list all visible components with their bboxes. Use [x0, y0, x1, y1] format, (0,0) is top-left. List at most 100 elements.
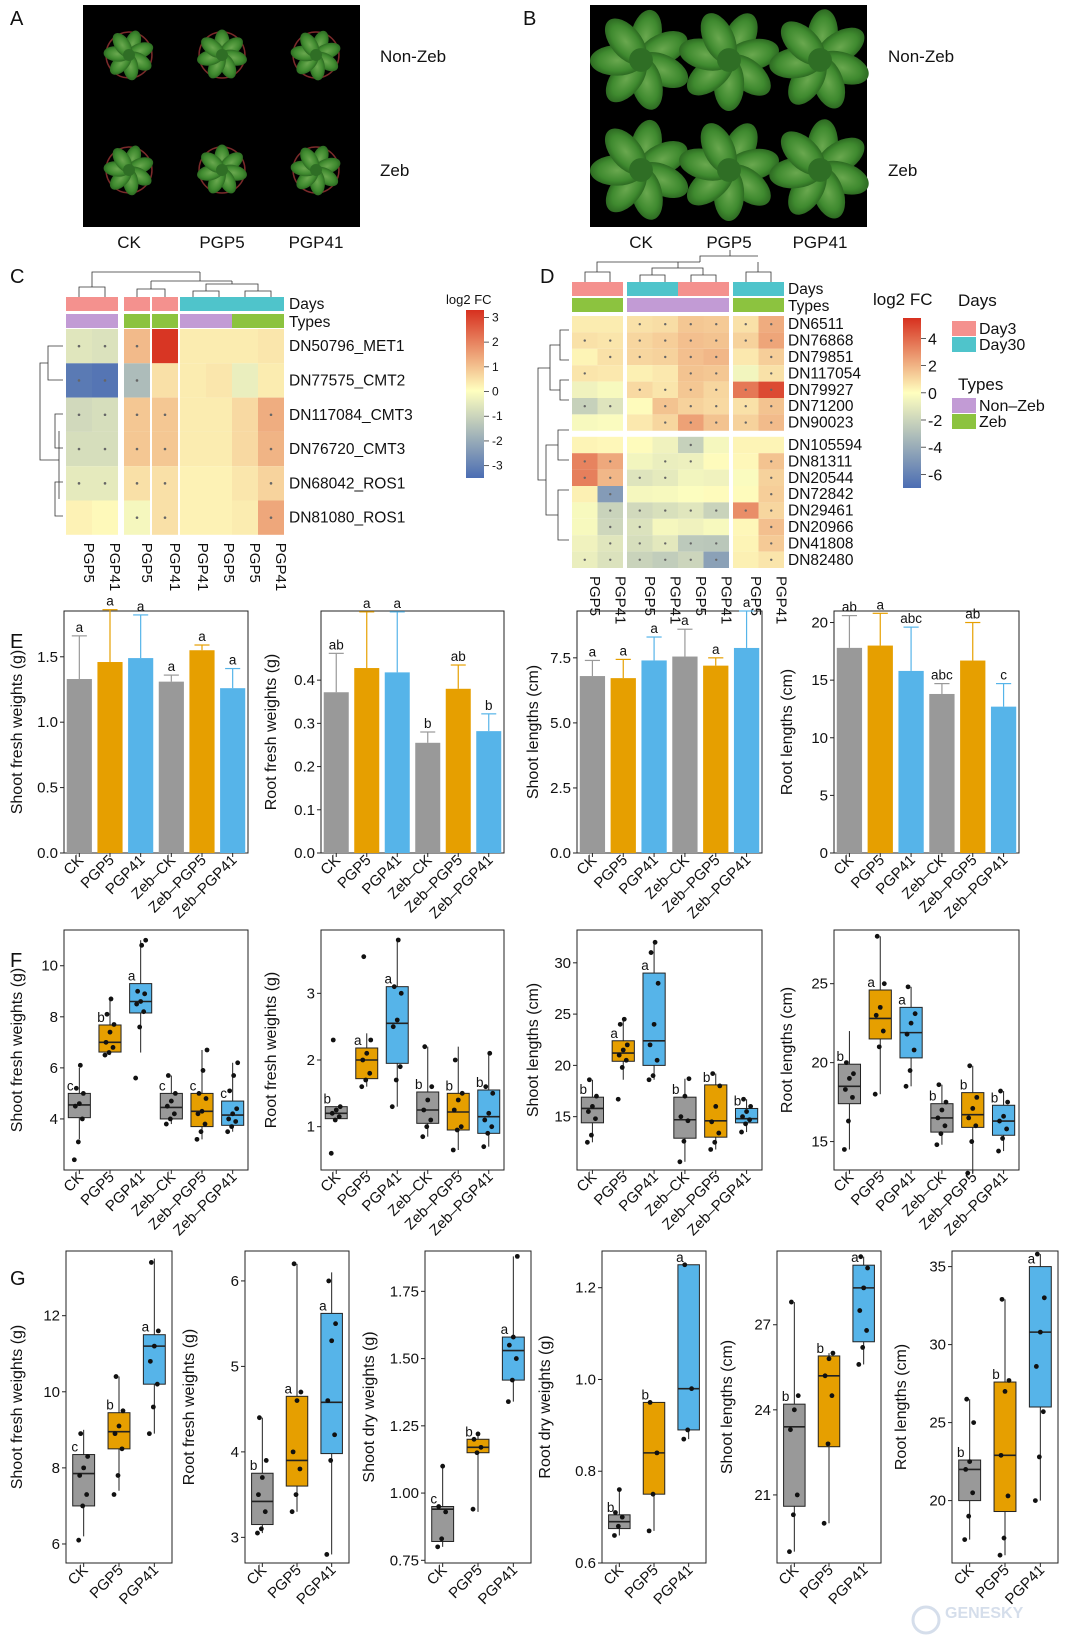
heatmap-cell: [627, 453, 653, 470]
days-track-cell: [597, 282, 623, 296]
significance-letter: a: [106, 594, 114, 609]
days-track-cell: [124, 297, 150, 311]
days-track-cell: [206, 297, 232, 311]
significance-letter: a: [363, 596, 371, 611]
heatmap-cell: [733, 486, 759, 503]
data-point: [821, 1520, 827, 1526]
significance-letter: a: [198, 629, 206, 644]
types-track-cell: [66, 314, 92, 328]
legend-zeb-swatch: [952, 414, 976, 429]
significance-letter: abc: [900, 611, 922, 626]
heatmap-cell: [572, 535, 598, 552]
y-tick-label: 0.4: [294, 672, 315, 689]
plant-center: [123, 49, 135, 61]
significance-letter: ab: [965, 607, 980, 622]
data-point: [398, 990, 404, 996]
y-tick-label: 6: [50, 1060, 58, 1077]
data-point: [646, 1077, 652, 1083]
gene-label: DN68042_ROS1: [289, 475, 405, 492]
y-tick-label: 0.1: [294, 802, 315, 819]
significance-letter: ab: [451, 649, 466, 664]
types-track-cell: [652, 298, 678, 312]
box: [993, 1381, 1017, 1513]
data-point: [328, 1150, 334, 1156]
column-label: PGP41: [611, 576, 628, 624]
heatmap-cell: [703, 436, 729, 454]
significance-letter: a: [681, 613, 689, 628]
column-label: PGP5: [586, 576, 603, 616]
y-tick-label: 1.75: [390, 1283, 419, 1300]
significance-letter: b: [446, 1078, 454, 1093]
colorbar-tick-label: -2: [928, 413, 942, 430]
significance-dot: [163, 447, 167, 451]
significance-letter: a: [385, 972, 393, 987]
gene-label: DN90023: [788, 415, 854, 432]
plant-center: [629, 48, 653, 72]
data-point: [963, 1467, 969, 1472]
significance-dot: [638, 542, 641, 545]
significance-dot: [583, 372, 586, 375]
legend-days-title: Days: [958, 291, 997, 310]
track-label-types: Types: [788, 298, 830, 315]
heatmap-cell: [572, 436, 598, 454]
data-point: [234, 1106, 240, 1112]
panel-letter-b: B: [523, 8, 536, 30]
data-point: [647, 1400, 653, 1405]
data-point: [969, 1139, 975, 1144]
bar: [867, 645, 893, 853]
data-point: [147, 1358, 153, 1364]
column-label: PGP5: [692, 576, 709, 616]
box: [704, 1084, 728, 1138]
significance-dot: [744, 323, 747, 326]
significance-dot: [77, 413, 81, 417]
column-label: PGP41: [666, 576, 683, 624]
types-track-cell: [92, 314, 118, 328]
plant-center: [310, 49, 322, 61]
heatmap-cell: [232, 431, 258, 467]
data-point: [332, 1432, 337, 1438]
y-tick-label: 8: [50, 1009, 58, 1026]
data-point: [474, 1450, 480, 1456]
data-point: [584, 1139, 590, 1145]
bar: [415, 742, 441, 853]
heatmap-cell: [66, 500, 92, 535]
data-point: [965, 1170, 971, 1176]
data-point: [685, 1427, 691, 1433]
significance-dot: [770, 493, 773, 496]
bar: [189, 650, 215, 853]
data-point: [151, 1343, 157, 1349]
heatmap-cell: [206, 329, 232, 364]
legend-day3-label: Day3: [979, 321, 1016, 338]
significance-dot: [715, 558, 718, 561]
y-tick-label: 15: [811, 672, 828, 689]
data-point: [79, 1116, 85, 1122]
significance-dot: [770, 525, 773, 529]
bar: [384, 672, 410, 853]
y-tick-label: 5: [231, 1358, 239, 1375]
plant-center: [629, 158, 653, 182]
significance-dot: [609, 525, 612, 529]
significance-dot: [583, 558, 586, 561]
data-point: [333, 1321, 338, 1327]
colorbar-tick-label: 1: [492, 360, 499, 374]
photo-a-col-label-pgp41: PGP41: [289, 233, 344, 252]
photo-panel-b: Non-Zeb Zeb CK PGP5 PGP41: [590, 5, 954, 252]
data-point: [489, 1124, 495, 1130]
data-point: [998, 1088, 1003, 1094]
significance-dot: [770, 509, 773, 512]
y-tick-label: 1.5: [37, 649, 58, 666]
y-axis-label: Shoot fresh weights (g): [9, 650, 26, 815]
significance-letter: a: [712, 642, 720, 657]
box-plot-g4: 0.6 0.8 1.0 1.2 Root dry weights (g) b b a CK PGP…: [537, 1250, 707, 1608]
data-point: [874, 933, 880, 939]
data-point: [686, 1076, 692, 1082]
heatmap-cell: [733, 436, 759, 454]
colorbar-tick-label: 4: [928, 331, 937, 348]
significance-letter: c: [1000, 668, 1007, 683]
significance-letter: b: [476, 1075, 484, 1090]
significance-dot: [638, 509, 641, 512]
heatmap-cell: [678, 469, 704, 486]
days-track-cell: [92, 297, 118, 311]
data-point: [422, 1044, 428, 1050]
data-point: [233, 1119, 239, 1124]
